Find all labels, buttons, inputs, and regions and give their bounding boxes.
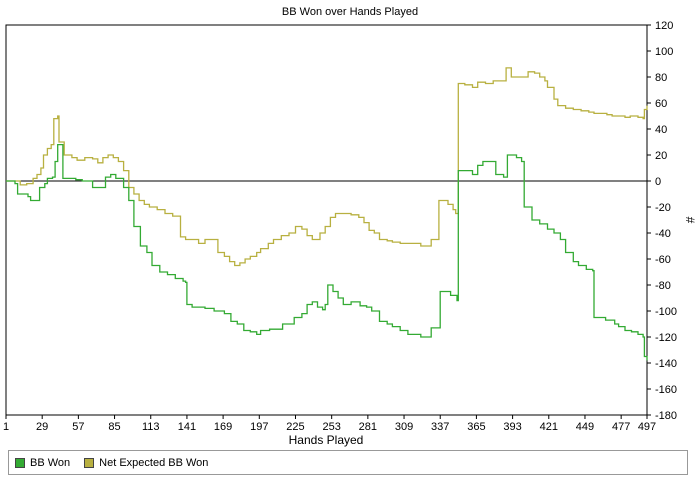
y-axis-ticks: 120 100 80 60 40 20 0 -20 -40 -60 -80 -100 -120 -140 -… [647,20,677,422]
x-tick-label: 393 [503,421,521,433]
plot-area [5,24,648,416]
y-tick-label: 100 [655,46,673,58]
x-tick-label: 281 [359,421,377,433]
x-tick-label: 29 [36,421,48,433]
x-tick-label: 169 [214,421,232,433]
y-axis-label: # [683,217,697,224]
x-tick-label: 141 [178,421,196,433]
x-tick-label: 449 [576,421,594,433]
legend-item-net-expected: Net Expected BB Won [84,457,208,469]
x-tick-label: 365 [467,421,485,433]
legend-label-net-expected: Net Expected BB Won [99,456,209,469]
y-tick-label: -20 [655,202,671,214]
x-tick-label: 85 [108,421,120,433]
y-tick-label: -140 [655,358,677,370]
series-group [6,67,648,361]
y-tick-label: 120 [655,20,673,32]
y-tick-label: 0 [655,176,661,188]
x-tick-label: 197 [250,421,268,433]
y-tick-label: 80 [655,72,667,84]
legend-swatch-net-expected [84,457,95,468]
legend-swatch-bb-won [15,457,25,468]
x-axis-ticks: 1 29 57 85 113 141 169 197 225 253 281 309 337 365 393… [3,415,656,433]
x-tick-label: 57 [72,421,84,433]
x-tick-label: 497 [638,421,656,433]
chart-title: BB Won over Hands Played [282,6,418,18]
x-tick-label: 421 [540,421,558,433]
x-tick-label: 477 [612,421,630,433]
y-tick-label: -100 [655,306,677,318]
y-tick-label: -180 [655,410,677,422]
x-tick-label: 225 [286,421,304,433]
legend-item-bb-won: BB Won [15,457,70,469]
y-tick-label: 40 [655,124,667,136]
chart-svg: BB Won over Hands Played POKERTRACKER 12… [3,6,697,447]
y-tick-label: -40 [655,228,671,240]
legend-label-bb-won: BB Won [30,456,71,469]
legend: BB Won Net Expected BB Won [8,450,688,475]
y-tick-label: 20 [655,150,667,162]
y-tick-label: -120 [655,332,677,344]
x-tick-label: 1 [3,421,9,433]
x-tick-label: 337 [431,421,449,433]
y-tick-label: -60 [655,254,671,266]
series-line-bb-won [6,143,648,361]
y-tick-label: 60 [655,98,667,110]
x-tick-label: 309 [395,421,413,433]
x-axis-label: Hands Played [289,433,364,447]
x-tick-label: 253 [322,421,340,433]
y-tick-label: -160 [655,384,677,396]
y-tick-label: -80 [655,280,671,292]
series-line-net-expected-bb-won [6,67,648,267]
x-tick-label: 113 [142,421,160,433]
